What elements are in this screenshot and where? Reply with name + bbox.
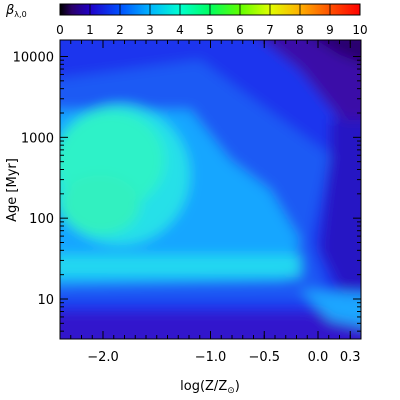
colorbar-tick-label: 5 — [206, 23, 214, 37]
colorbar-tick-label: 7 — [266, 23, 274, 37]
x-axis-ticks: −2.0 −1.0 −0.5 0.0 0.3 — [59, 40, 362, 365]
x-axis-title: log(Z/Z⊙) — [180, 379, 240, 396]
x-tick-label: −1.0 — [195, 350, 227, 365]
colorbar-tick-label: 1 — [86, 23, 94, 37]
colorbar-tick-label: 9 — [326, 23, 334, 37]
x-tick-label: −2.0 — [87, 350, 119, 365]
colorbar-tick-label: 10 — [352, 23, 367, 37]
colorbar-label: βλ,0 — [5, 3, 27, 19]
heatmap-field — [60, 40, 361, 339]
x-tick-label: 0.3 — [340, 350, 361, 365]
colorbar-tick-label: 2 — [116, 23, 124, 37]
y-tick-label: 100 — [29, 212, 54, 227]
colorbar-tick-label: 3 — [146, 23, 154, 37]
y-axis-title: Age [Myr] — [5, 158, 20, 222]
colorbar-tick-label: 0 — [56, 23, 64, 37]
colorbar-tick-label: 4 — [176, 23, 184, 37]
colorbar: 0 1 2 3 4 5 6 7 8 9 10 βλ,0 — [5, 3, 368, 37]
colorbar-tick-label: 8 — [296, 23, 304, 37]
y-axis-ticks: 10 100 1000 10000 — [13, 50, 361, 332]
y-tick-label: 10 — [37, 293, 54, 308]
colorbar-tick-label: 6 — [236, 23, 244, 37]
y-tick-label: 10000 — [13, 50, 54, 65]
colorbar-ticks: 0 1 2 3 4 5 6 7 8 9 10 — [56, 4, 368, 37]
x-tick-label: 0.0 — [308, 350, 329, 365]
x-tick-label: −0.5 — [248, 350, 280, 365]
y-tick-label: 1000 — [21, 131, 54, 146]
